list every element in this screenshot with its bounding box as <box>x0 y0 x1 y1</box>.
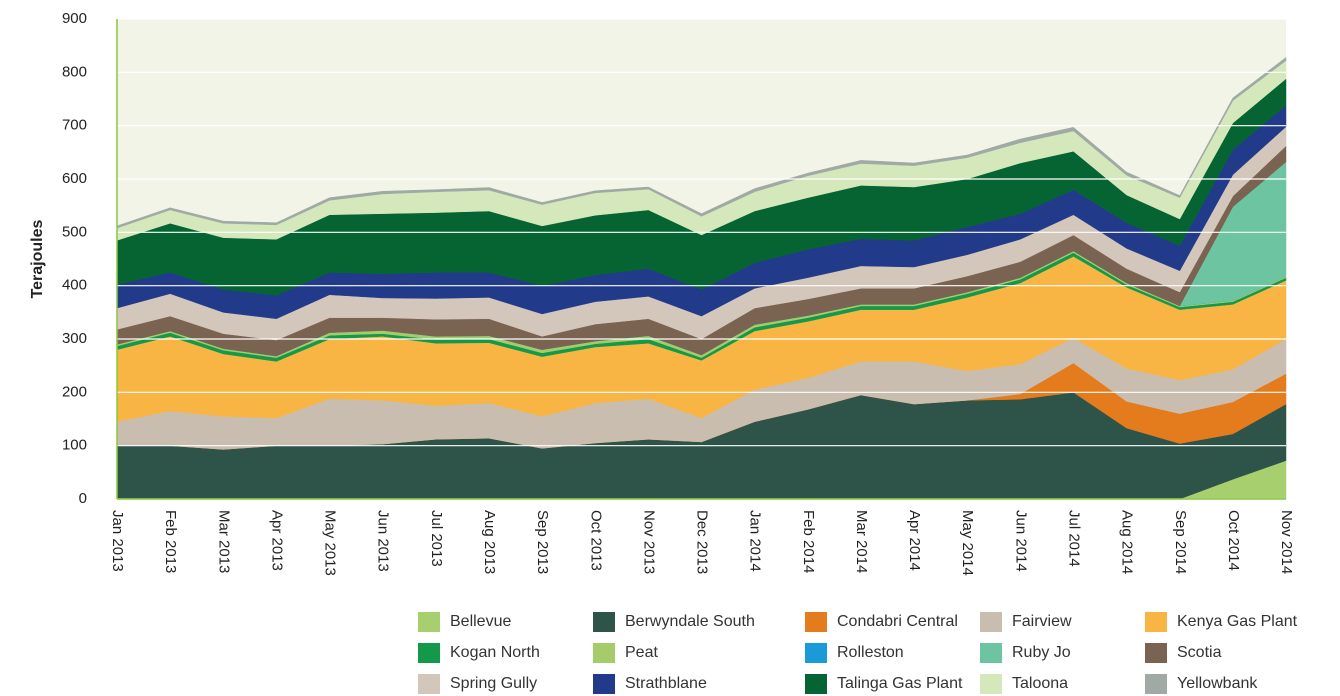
legend-label: Kenya Gas Plant <box>1177 613 1298 630</box>
x-tick-label: Oct 2013 <box>587 510 604 571</box>
x-tick-label: Mar 2013 <box>215 510 232 573</box>
legend-label: Ruby Jo <box>1012 644 1071 661</box>
x-tick-label: Feb 2014 <box>800 510 817 573</box>
x-tick-label: Sep 2013 <box>534 510 551 574</box>
legend-label: Spring Gully <box>450 675 537 692</box>
y-tick-label: 300 <box>62 330 87 347</box>
x-tick-label: Sep 2014 <box>1172 510 1189 574</box>
x-tick-label: Aug 2014 <box>1119 510 1136 574</box>
y-tick-label: 600 <box>62 170 87 187</box>
legend-swatch <box>980 643 1002 663</box>
axes: 0 100 200 300 400 500 600 700 800 900 Jan 2013 Feb … <box>62 10 1295 576</box>
x-tick-label: Oct 2014 <box>1225 510 1242 571</box>
legend-swatch <box>1145 674 1167 694</box>
legend-swatch <box>593 612 615 632</box>
y-tick-label: 500 <box>62 223 87 240</box>
y-tick-label: 400 <box>62 277 87 294</box>
legend-label: Fairview <box>1012 613 1072 630</box>
y-tick-label: 0 <box>79 490 87 507</box>
legend-swatch <box>593 643 615 663</box>
legend-swatch <box>1145 643 1167 663</box>
y-tick-label: 100 <box>62 437 87 454</box>
x-tick-label: May 2013 <box>322 510 339 576</box>
x-tick-label: Jun 2014 <box>1012 510 1029 572</box>
legend-label: Talinga Gas Plant <box>837 675 963 692</box>
legend-swatch <box>805 612 827 632</box>
legend-label: Peat <box>625 644 658 661</box>
legend-label: Strathblane <box>625 675 707 692</box>
x-tick-label: Jan 2013 <box>109 510 126 572</box>
legend-swatch <box>1145 612 1167 632</box>
x-tick-label: Dec 2013 <box>694 510 711 574</box>
x-tick-label: Nov 2013 <box>640 510 657 574</box>
legend-label: Scotia <box>1177 644 1222 661</box>
area <box>116 56 1287 229</box>
legend-swatch <box>980 674 1002 694</box>
x-tick-label: Nov 2014 <box>1278 510 1295 574</box>
y-axis-title: Terajoules <box>29 219 46 298</box>
y-tick-label: 200 <box>62 383 87 400</box>
x-tick-label: Mar 2014 <box>853 510 870 573</box>
x-tick-label: Jul 2013 <box>428 510 445 567</box>
y-tick-label: 900 <box>62 10 87 27</box>
y-tick-label: 700 <box>62 117 87 134</box>
x-tick-label: Jan 2014 <box>747 510 764 572</box>
x-tick-label: Apr 2013 <box>268 510 285 571</box>
x-tick-label: Aug 2013 <box>481 510 498 574</box>
legend-label: Bellevue <box>450 613 511 630</box>
x-tick-label: Apr 2014 <box>906 510 923 571</box>
x-tick-label: Feb 2013 <box>162 510 179 573</box>
legend-label: Rolleston <box>837 644 904 661</box>
legend-label: Kogan North <box>450 644 540 661</box>
legend-swatch <box>418 612 440 632</box>
y-tick-label: 800 <box>62 63 87 80</box>
legend-label: Berwyndale South <box>625 613 755 630</box>
legend-swatch <box>980 612 1002 632</box>
legend-label: Condabri Central <box>837 613 958 630</box>
legend-swatch <box>805 674 827 694</box>
legend-swatch <box>593 674 615 694</box>
legend-swatch <box>418 674 440 694</box>
legend-swatch <box>805 643 827 663</box>
x-tick-label: Jul 2014 <box>1065 510 1082 567</box>
legend-label: Taloona <box>1012 675 1068 692</box>
legend-swatch <box>418 643 440 663</box>
x-tick-label: Jun 2013 <box>375 510 392 572</box>
legend-label: Yellowbank <box>1177 675 1258 692</box>
x-tick-label: May 2014 <box>959 510 976 576</box>
